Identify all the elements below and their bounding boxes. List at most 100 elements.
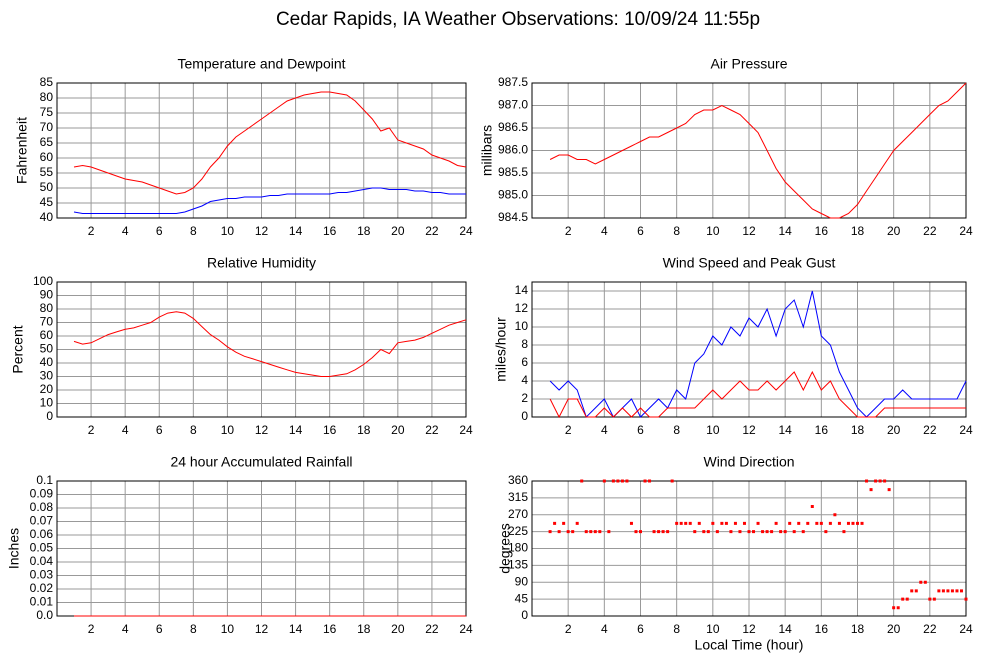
x-tick-label: 12	[742, 224, 756, 238]
data-point	[761, 530, 765, 534]
x-tick-label: 2	[88, 423, 95, 437]
x-tick-label: 12	[255, 622, 269, 636]
data-point	[865, 479, 869, 483]
data-point	[779, 530, 783, 534]
y-tick-label: 0	[521, 409, 528, 423]
data-point	[643, 479, 647, 483]
y-tick-label: 0.07	[30, 514, 54, 528]
data-point	[919, 580, 923, 584]
data-point	[887, 488, 891, 492]
chart-title: Wind Speed and Peak Gust	[663, 255, 836, 271]
data-point	[666, 530, 670, 534]
chart-title: Temperature and Dewpoint	[177, 56, 345, 72]
y-tick-label: 40	[40, 355, 54, 369]
y-tick-label: 10	[515, 319, 529, 333]
data-point	[828, 521, 832, 525]
x-tick-label: 22	[923, 224, 937, 238]
y-axis-label: Inches	[6, 528, 22, 569]
y-tick-label: 180	[508, 541, 528, 555]
x-tick-label: 18	[851, 423, 865, 437]
data-point	[706, 530, 710, 534]
x-tick-label: 20	[887, 224, 901, 238]
x-tick-label: 6	[637, 423, 644, 437]
x-tick-label: 16	[323, 224, 337, 238]
x-tick-label: 12	[255, 423, 269, 437]
x-tick-label: 6	[637, 622, 644, 636]
x-tick-label: 4	[122, 423, 129, 437]
y-tick-label: 14	[515, 283, 529, 297]
y-axis-label: degrees	[497, 523, 513, 574]
data-point	[584, 530, 588, 534]
data-point	[562, 521, 566, 525]
data-point	[602, 479, 606, 483]
data-point	[611, 479, 615, 483]
x-tick-label: 10	[221, 224, 235, 238]
data-point	[625, 479, 629, 483]
y-tick-label: 6	[521, 355, 528, 369]
plot-border	[56, 281, 467, 418]
x-tick-label: 20	[391, 423, 405, 437]
x-tick-label: 4	[122, 622, 129, 636]
data-point	[724, 521, 728, 525]
y-tick-label: 65	[40, 135, 54, 149]
x-tick-label: 14	[778, 224, 792, 238]
data-point	[914, 589, 918, 593]
data-point	[557, 530, 561, 534]
data-point	[856, 521, 859, 525]
y-tick-label: 0.09	[30, 487, 54, 501]
x-tick-label: 18	[851, 622, 865, 636]
data-line	[73, 187, 466, 214]
data-point	[747, 530, 751, 534]
data-point	[955, 589, 959, 593]
data-point	[548, 530, 552, 534]
x-tick-label: 8	[190, 622, 197, 636]
y-tick-label: 987.0	[498, 98, 528, 112]
data-point	[571, 530, 575, 534]
x-tick-label: 18	[851, 224, 865, 238]
y-tick-label: 315	[508, 490, 528, 504]
y-tick-label: 985.5	[498, 165, 528, 179]
data-point	[905, 597, 909, 601]
data-point	[589, 530, 593, 534]
x-tick-label: 24	[959, 224, 973, 238]
data-point	[616, 479, 620, 483]
data-point	[910, 589, 914, 593]
plot-border	[531, 82, 967, 219]
data-point	[639, 530, 642, 534]
x-tick-label: 6	[156, 622, 163, 636]
y-tick-label: 85	[40, 75, 54, 89]
data-point	[946, 589, 950, 593]
plot-border	[531, 480, 967, 617]
data-point	[702, 530, 706, 534]
y-tick-label: 225	[508, 524, 528, 538]
y-tick-label: 985.0	[498, 188, 528, 202]
x-tick-label: 2	[88, 622, 95, 636]
y-tick-label: 45	[515, 591, 529, 605]
data-point	[715, 530, 719, 534]
y-tick-label: 0.01	[30, 595, 54, 609]
y-tick-label: 45	[40, 195, 54, 209]
x-tick-label: 16	[815, 224, 829, 238]
data-point	[928, 597, 932, 601]
data-point	[675, 521, 679, 525]
y-tick-label: 0.02	[30, 581, 54, 595]
y-tick-label: 50	[40, 180, 54, 194]
x-tick-label: 2	[565, 622, 572, 636]
data-line	[73, 91, 467, 195]
y-tick-label: 0.1	[36, 473, 53, 487]
data-point	[756, 521, 760, 525]
y-axis-label: Fahrenheit	[14, 117, 30, 184]
data-point	[806, 521, 810, 525]
data-point	[860, 521, 864, 525]
data-point	[819, 521, 823, 525]
x-tick-label: 10	[706, 423, 720, 437]
y-tick-label: 0.03	[30, 568, 54, 582]
x-tick-label: 16	[815, 622, 829, 636]
data-point	[553, 521, 557, 525]
y-tick-label: 60	[40, 150, 54, 164]
data-point	[733, 521, 737, 525]
x-tick-label: 24	[459, 224, 473, 238]
x-tick-label: 2	[565, 423, 572, 437]
data-point	[815, 521, 819, 525]
